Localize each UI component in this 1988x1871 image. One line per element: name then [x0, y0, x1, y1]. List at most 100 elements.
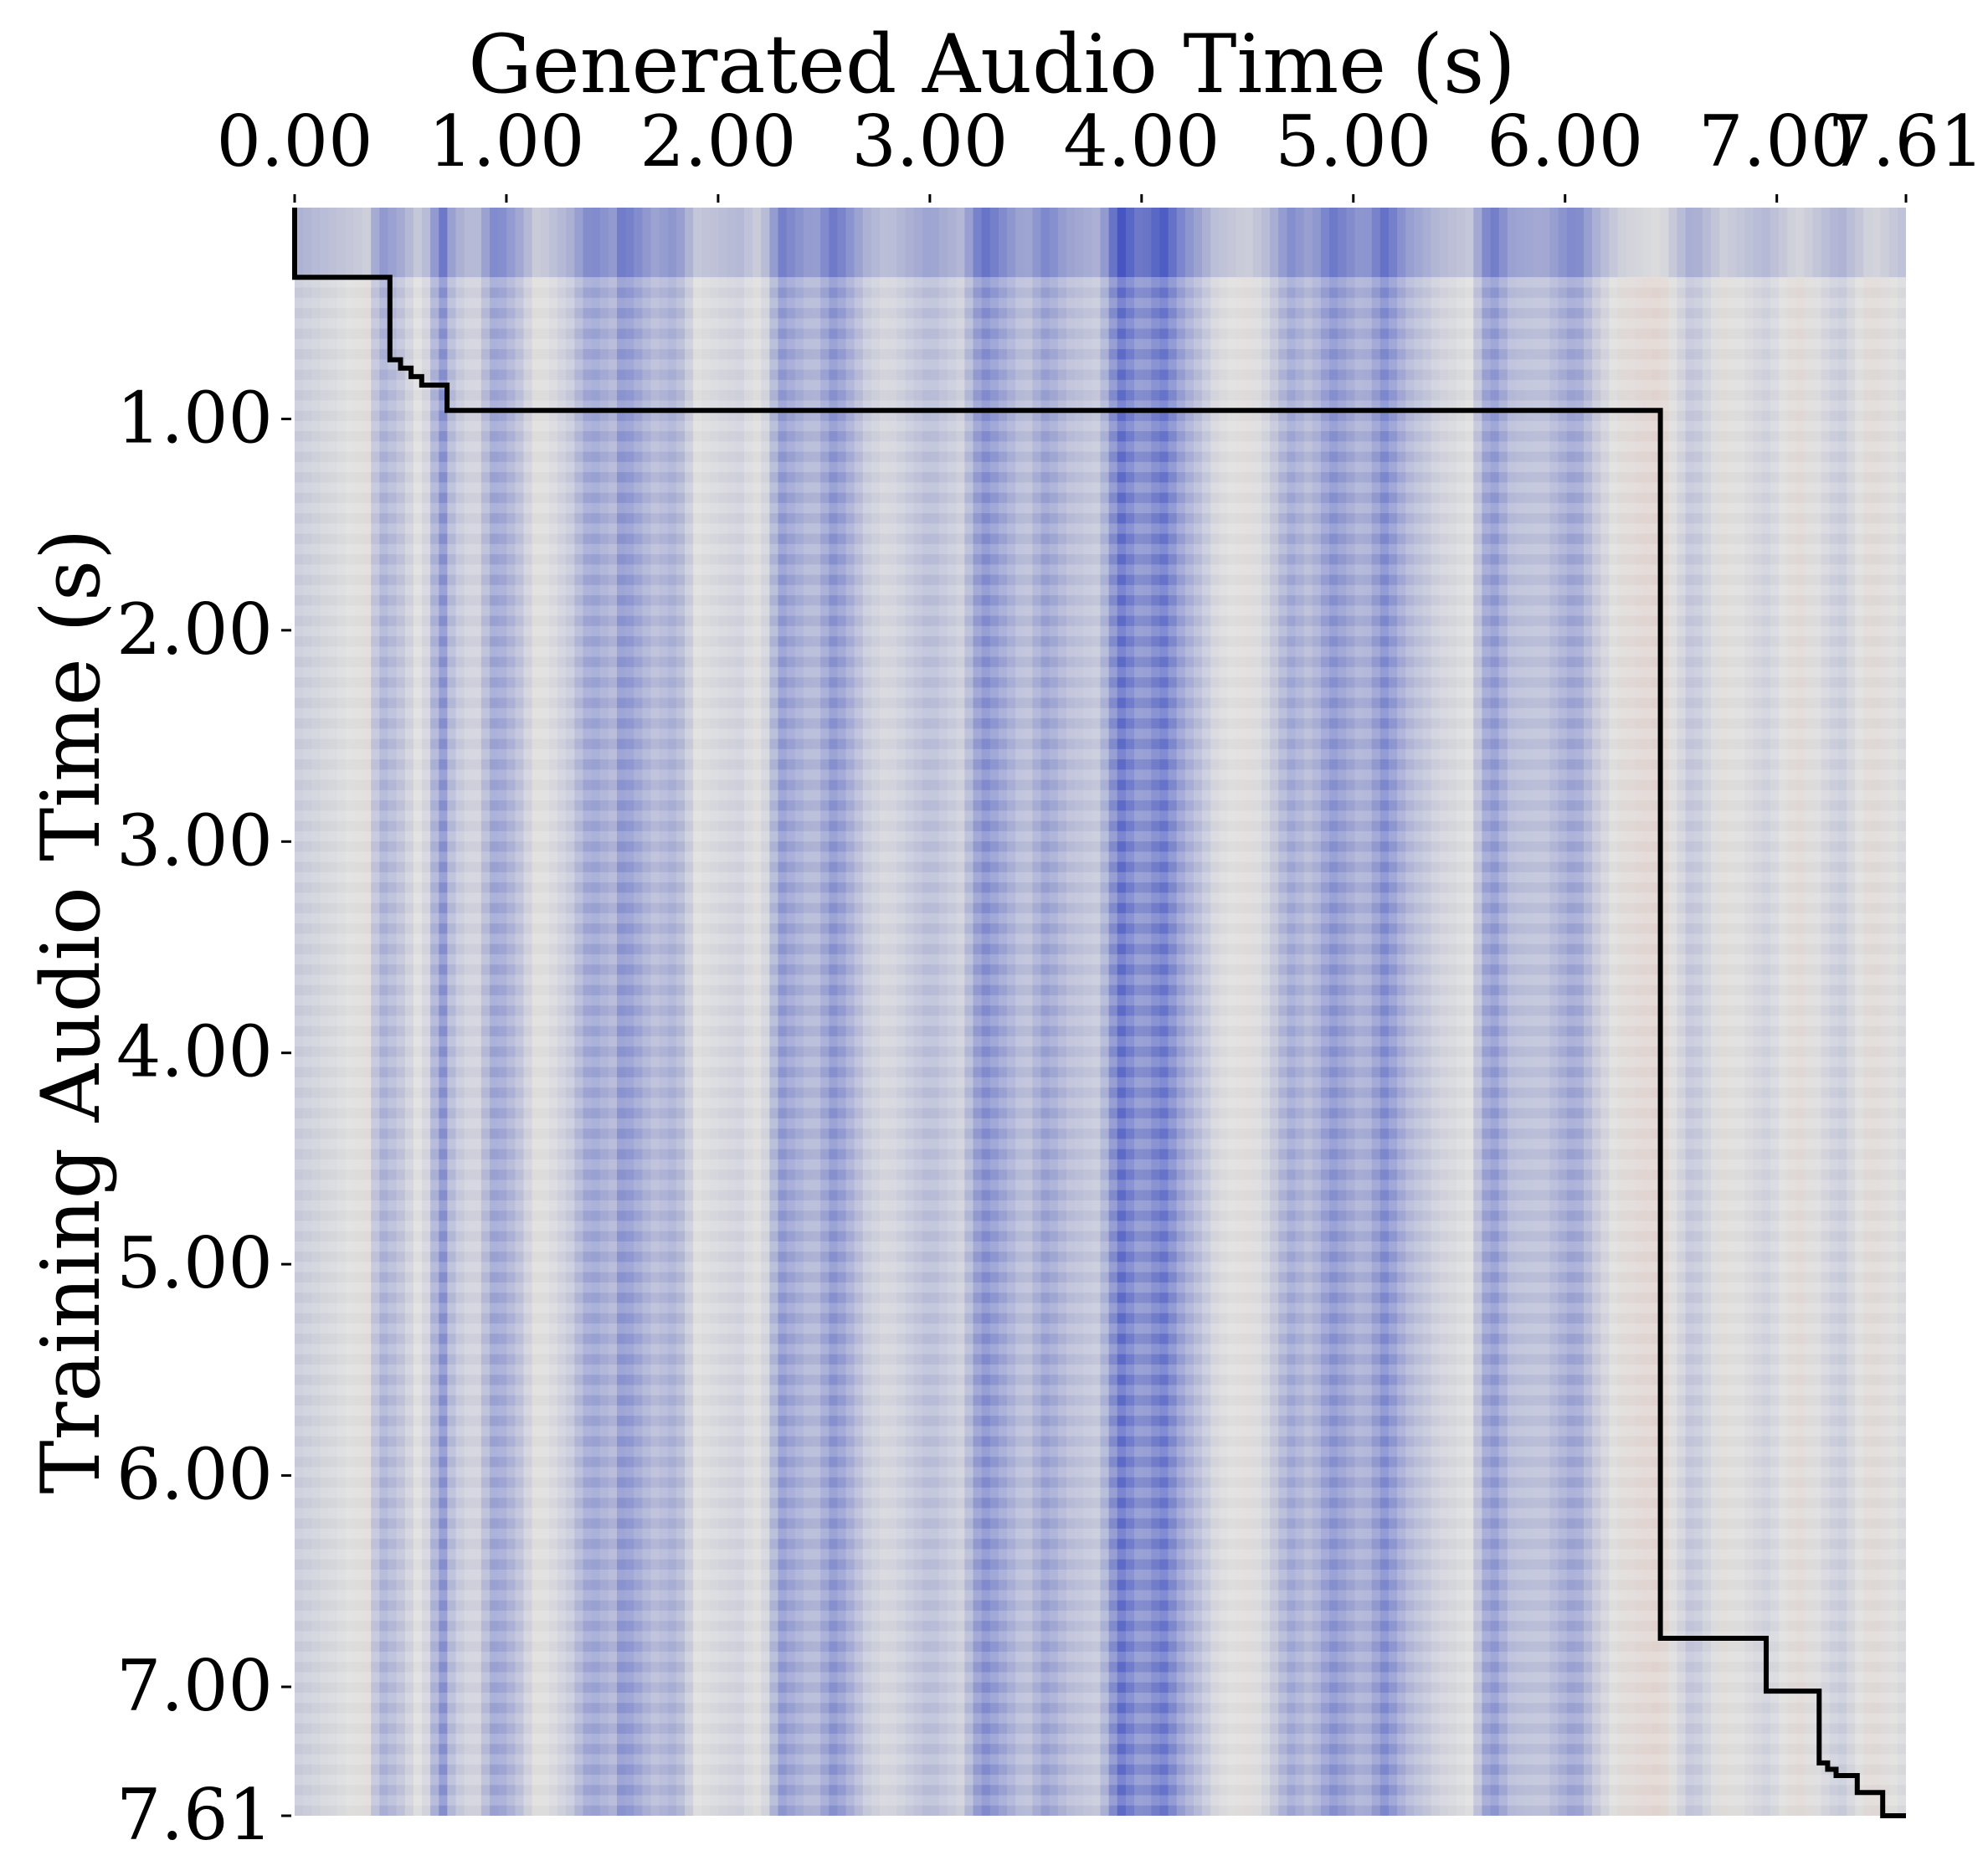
heatmap-row-stripe: [295, 1487, 1906, 1498]
heatmap-top-band-cell: [1482, 208, 1492, 278]
heatmap-top-band-cell: [794, 208, 804, 278]
heatmap-column: [591, 277, 601, 1816]
heatmap-column: [566, 277, 575, 1816]
heatmap-column: [1134, 277, 1143, 1816]
heatmap-column: [1235, 277, 1246, 1816]
heatmap-column: [540, 277, 550, 1816]
heatmap-top-band-cell: [1202, 208, 1211, 278]
heatmap-top-band-cell: [1863, 208, 1873, 278]
heatmap-top-band-cell: [1151, 208, 1161, 278]
heatmap-row-stripe: [295, 584, 1906, 596]
heatmap-row-stripe: [295, 1610, 1906, 1622]
heatmap-top-band-cell: [532, 208, 542, 278]
heatmap-column: [523, 277, 533, 1816]
heatmap-top-band-cell: [862, 208, 872, 278]
heatmap-column: [727, 277, 737, 1816]
heatmap-column: [1405, 277, 1415, 1816]
heatmap-top-band-cell: [1609, 208, 1619, 278]
heatmap-top-band-cell: [1634, 208, 1644, 278]
heatmap-row-stripe: [295, 830, 1906, 842]
heatmap-top-band-cell: [1736, 208, 1746, 278]
heatmap-row-stripe: [295, 1077, 1906, 1088]
heatmap-top-band-cell: [642, 208, 652, 278]
heatmap-row-stripe: [295, 441, 1906, 452]
heatmap-top-band-cell: [1227, 208, 1237, 278]
y-tick-label: 2.00: [116, 589, 273, 671]
heatmap-column: [1812, 277, 1822, 1816]
heatmap-column: [1685, 277, 1695, 1816]
heatmap-top-band-cell: [566, 208, 575, 278]
heatmap-column: [404, 277, 414, 1816]
heatmap-top-band-cell: [743, 208, 753, 278]
heatmap-top-band-cell: [608, 208, 618, 278]
heatmap-top-band-cell: [421, 208, 431, 278]
heatmap-column: [854, 277, 864, 1816]
heatmap-row-stripe: [295, 892, 1906, 903]
heatmap-column: [1473, 277, 1483, 1816]
heatmap-column: [1397, 277, 1406, 1816]
heatmap-top-band-cell: [1837, 208, 1847, 278]
heatmap-top-band-cell: [379, 208, 389, 278]
heatmap-column: [1609, 277, 1619, 1816]
heatmap-top-band-cell: [989, 208, 999, 278]
heatmap-top-band-cell: [1626, 208, 1636, 278]
heatmap-top-band-cell: [1710, 208, 1720, 278]
heatmap-top-band-cell: [769, 208, 779, 278]
heatmap-column: [939, 277, 948, 1816]
heatmap-column: [1278, 277, 1287, 1816]
heatmap-column: [608, 277, 618, 1816]
heatmap-column: [1312, 277, 1322, 1816]
heatmap-column: [1465, 277, 1474, 1816]
heatmap-top-band-cell: [1693, 208, 1703, 278]
heatmap-column: [1184, 277, 1194, 1816]
heatmap-row-stripe: [295, 1754, 1906, 1765]
y-tick-label: 5.00: [116, 1222, 273, 1304]
alignment-path: [292, 208, 1906, 1818]
heatmap-column: [1320, 277, 1330, 1816]
heatmap-column: [311, 277, 321, 1816]
heatmap-column: [1821, 277, 1831, 1816]
heatmap-column: [1066, 277, 1076, 1816]
heatmap-column: [1652, 277, 1661, 1816]
y-axis-title: Training Audio Time (s): [24, 528, 118, 1493]
heatmap-top-band-cell: [1143, 208, 1152, 278]
heatmap-column: [1847, 277, 1856, 1816]
heatmap-row-stripe: [295, 1241, 1906, 1252]
heatmap-top-band-cell: [1397, 208, 1406, 278]
heatmap-top-band-cell: [753, 208, 762, 278]
heatmap-row-stripe: [295, 1262, 1906, 1272]
heatmap-column: [693, 277, 702, 1816]
heatmap-top-band-cell: [328, 208, 338, 278]
heatmap-top-band-cell: [1040, 208, 1051, 278]
heatmap-top-band-cell: [515, 208, 525, 278]
heatmap-column: [1143, 277, 1152, 1816]
heatmap-top-band-cell: [871, 208, 881, 278]
heatmap-column: [1872, 277, 1882, 1816]
heatmap-column: [548, 277, 558, 1816]
heatmap-column: [1346, 277, 1356, 1816]
heatmap-top-band-cell: [718, 208, 728, 278]
heatmap-top-band-cell: [311, 208, 321, 278]
x-axis-title: Generated Audio Time (s): [468, 18, 1516, 111]
heatmap-column: [948, 277, 957, 1816]
heatmap-column: [981, 277, 991, 1816]
heatmap-top-band-cell: [1558, 208, 1568, 278]
heatmap-top-band-cell: [837, 208, 847, 278]
x-tick-label: 7.61: [1827, 100, 1984, 182]
heatmap-top-band-cell: [1066, 208, 1076, 278]
heatmap-top-band-cell: [1600, 208, 1610, 278]
heatmap-column: [1075, 277, 1084, 1816]
heatmap-column: [973, 277, 983, 1816]
heatmap-top-band-cell: [413, 208, 423, 278]
heatmap-row-stripe: [295, 1692, 1906, 1704]
heatmap-top-band-cell: [1812, 208, 1822, 278]
heatmap-top-band-cell: [371, 208, 380, 278]
heatmap-top-band-cell: [1176, 208, 1186, 278]
heatmap-column: [1584, 277, 1593, 1816]
heatmap-column: [1108, 277, 1118, 1816]
heatmap-column: [1533, 277, 1542, 1816]
x-tick-label: 2.00: [640, 100, 796, 182]
heatmap-column: [1210, 277, 1220, 1816]
heatmap-column: [845, 277, 855, 1816]
